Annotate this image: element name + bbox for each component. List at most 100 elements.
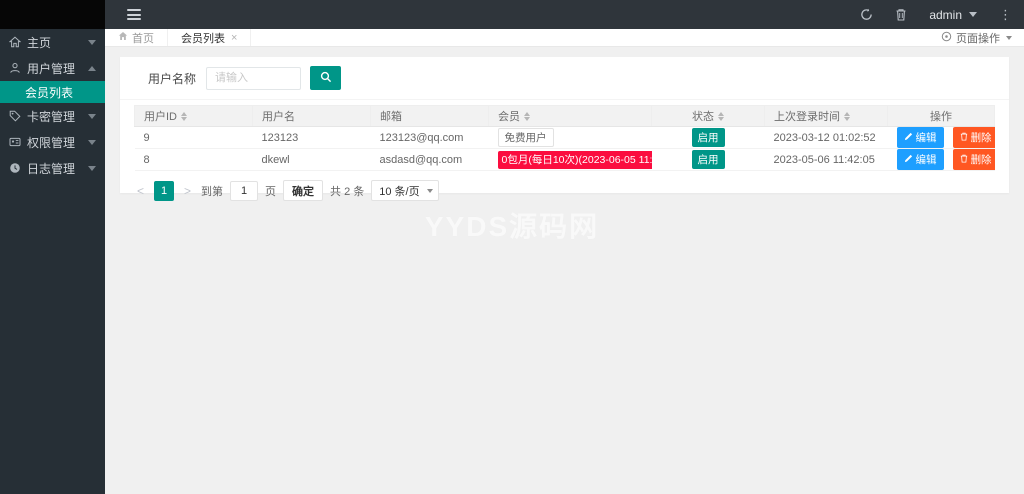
cell-status: 启用 [651, 148, 765, 171]
tab-bar: 首页 会员列表 × 页面操作 [105, 29, 1024, 47]
cell-email: asdasd@qq.com [370, 148, 489, 171]
page-operations-dropdown[interactable]: 页面操作 [941, 29, 1024, 46]
col-status[interactable]: 状态 [651, 105, 765, 127]
target-icon [941, 31, 952, 45]
chevron-down-icon [88, 165, 96, 171]
chevron-down-icon [969, 12, 977, 17]
chevron-down-icon [426, 189, 433, 193]
table-header-row: 用户ID 用户名 邮箱 会员 状态 上次登录时间 操作 [134, 105, 995, 127]
sort-icon[interactable] [181, 111, 187, 121]
tab-home[interactable]: 首页 [105, 29, 168, 46]
more-vertical-icon[interactable]: ⋮ [999, 7, 1012, 22]
tab-label: 首页 [132, 32, 154, 45]
col-membership[interactable]: 会员 [488, 105, 652, 127]
per-page-value: 10 条/页 [379, 185, 420, 198]
chevron-down-icon [1006, 35, 1012, 40]
user-icon [9, 62, 22, 75]
top-header: admin ⋮ [105, 0, 1024, 29]
delete-button[interactable]: 删除 [952, 127, 995, 148]
cell-email: 123123@qq.com [370, 126, 489, 149]
cell-last-login: 2023-03-12 01:02:52 [764, 126, 888, 149]
sidebar-subitem-member-list[interactable]: 会员列表 [0, 81, 105, 103]
pencil-icon [904, 132, 913, 144]
sidebar-item-label: 权限管理 [27, 135, 76, 150]
clock-icon [9, 162, 22, 175]
chevron-down-icon [88, 139, 96, 145]
sidebar-item-label: 日志管理 [27, 161, 76, 176]
menu-toggle-icon[interactable] [127, 9, 141, 20]
search-form: 用户名称 [120, 57, 1009, 100]
sidebar-item-card-mgmt[interactable]: 卡密管理 [0, 103, 105, 129]
trash-icon[interactable] [895, 8, 907, 21]
col-actions: 操作 [887, 105, 995, 127]
chevron-down-icon [88, 113, 96, 119]
tag-icon [9, 110, 22, 123]
membership-badge: 免费用户 [497, 128, 554, 147]
edit-button[interactable]: 编辑 [896, 127, 944, 148]
search-button[interactable] [310, 66, 342, 90]
admin-dropdown[interactable]: admin [929, 8, 977, 22]
cell-username: 123123 [252, 126, 371, 149]
delete-button[interactable]: 删除 [952, 149, 995, 170]
search-field-label: 用户名称 [148, 71, 197, 86]
close-icon[interactable]: × [231, 31, 238, 44]
jump-suffix-label: 页 [265, 185, 277, 198]
sidebar-item-label: 卡密管理 [27, 109, 76, 124]
edit-button[interactable]: 编辑 [896, 149, 944, 170]
cell-last-login: 2023-05-06 11:42:05 [764, 148, 888, 171]
status-badge: 启用 [691, 150, 725, 169]
sort-icon[interactable] [524, 111, 530, 121]
jump-prefix-label: 到第 [201, 185, 224, 198]
prev-page-button[interactable]: < [137, 183, 145, 198]
confirm-page-button[interactable]: 确定 [283, 180, 324, 201]
sidebar-item-home[interactable]: 主页 [0, 29, 105, 55]
status-badge: 启用 [691, 128, 725, 147]
sidebar-item-user-mgmt[interactable]: 用户管理 [0, 55, 105, 81]
cell-membership: 0包月(每日10次)(2023-06-05 11:43:14) [488, 148, 652, 171]
sidebar-item-permission-mgmt[interactable]: 权限管理 [0, 129, 105, 155]
col-user-id[interactable]: 用户ID [134, 105, 253, 127]
content-card: 用户名称 用户ID 用户名 邮箱 会员 状态 上次登录时间 操作 [120, 57, 1009, 201]
cell-membership: 免费用户 [488, 126, 652, 149]
tab-label: 会员列表 [181, 32, 225, 45]
page-operations-label: 页面操作 [956, 32, 1000, 45]
pencil-icon [904, 154, 913, 166]
page-jump-input[interactable] [230, 180, 259, 201]
table-row: 8 dkewl asdasd@qq.com 0包月(每日10次)(2023-06… [134, 148, 995, 171]
col-username: 用户名 [252, 105, 371, 127]
cell-user-id: 8 [134, 148, 253, 171]
trash-icon [960, 154, 968, 166]
total-count-label: 共 2 条 [330, 185, 365, 198]
username-search-input[interactable] [206, 66, 302, 90]
cell-actions: 编辑 删除 [887, 126, 995, 149]
sort-icon[interactable] [718, 111, 724, 121]
pagination: < 1 > 到第 页 确定 共 2 条 10 条/页 [134, 180, 1009, 201]
next-page-button[interactable]: > [184, 183, 192, 198]
home-icon [9, 36, 22, 49]
logo-area [0, 0, 105, 29]
sidebar-item-log-mgmt[interactable]: 日志管理 [0, 155, 105, 181]
home-icon [118, 31, 128, 44]
refresh-icon[interactable] [860, 8, 873, 21]
cell-actions: 编辑 删除 [887, 148, 995, 171]
col-last-login[interactable]: 上次登录时间 [764, 105, 888, 127]
sort-icon[interactable] [844, 111, 850, 121]
chevron-down-icon [88, 39, 96, 45]
cell-user-id: 9 [134, 126, 253, 149]
sidebar: 主页 用户管理 会员列表 卡密管理 权限管理 日志管理 [0, 0, 105, 494]
tab-member-list[interactable]: 会员列表 × [168, 29, 252, 46]
sidebar-subitem-label: 会员列表 [25, 85, 74, 100]
cell-username: dkewl [252, 148, 371, 171]
admin-username: admin [929, 7, 962, 22]
id-card-icon [9, 136, 22, 149]
sidebar-item-label: 主页 [27, 35, 52, 50]
trash-icon [960, 132, 968, 144]
cell-status: 启用 [651, 126, 765, 149]
member-table: 用户ID 用户名 邮箱 会员 状态 上次登录时间 操作 9 123123 123… [134, 105, 995, 171]
watermark: YYDS源码网 [424, 211, 600, 242]
current-page-button[interactable]: 1 [154, 180, 175, 201]
per-page-select[interactable]: 10 条/页 [371, 180, 439, 201]
table-row: 9 123123 123123@qq.com 免费用户 启用 2023-03-1… [134, 126, 995, 149]
membership-badge: 0包月(每日10次)(2023-06-05 11:43:14) [497, 150, 652, 169]
col-email: 邮箱 [370, 105, 489, 127]
